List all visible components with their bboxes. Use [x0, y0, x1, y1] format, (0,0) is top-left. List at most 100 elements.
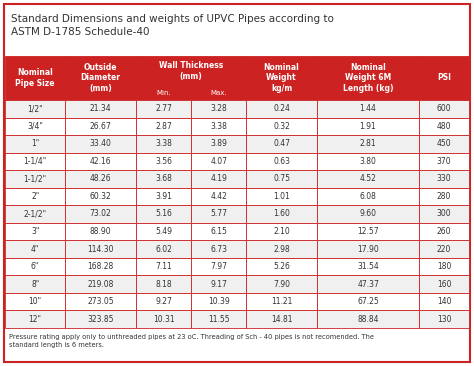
Bar: [191, 293, 246, 310]
Bar: [136, 310, 191, 328]
Text: 370: 370: [437, 157, 451, 166]
Text: 7.11: 7.11: [155, 262, 172, 271]
Bar: [246, 56, 317, 100]
Text: 0.63: 0.63: [273, 157, 290, 166]
Bar: [136, 205, 191, 223]
Bar: [191, 100, 246, 117]
Bar: [65, 117, 136, 135]
Bar: [5, 310, 65, 328]
Bar: [65, 188, 136, 205]
Bar: [5, 240, 65, 258]
Bar: [191, 258, 246, 275]
Text: 2.87: 2.87: [155, 122, 172, 131]
Text: 2.10: 2.10: [273, 227, 290, 236]
Bar: [136, 240, 191, 258]
Bar: [136, 188, 191, 205]
Bar: [419, 170, 469, 188]
Text: 9.60: 9.60: [360, 209, 376, 219]
Text: 47.37: 47.37: [357, 280, 379, 289]
Text: 114.30: 114.30: [87, 244, 114, 254]
Bar: [246, 117, 317, 135]
Text: 6.08: 6.08: [360, 192, 376, 201]
Text: 0.75: 0.75: [273, 175, 290, 183]
Bar: [5, 117, 65, 135]
Text: 9.27: 9.27: [155, 297, 172, 306]
Bar: [136, 117, 191, 135]
Text: 219.08: 219.08: [88, 280, 114, 289]
Text: 3.80: 3.80: [360, 157, 376, 166]
Bar: [65, 258, 136, 275]
Text: 6.73: 6.73: [210, 244, 227, 254]
Text: 160: 160: [437, 280, 451, 289]
Bar: [136, 100, 191, 117]
Text: 3.68: 3.68: [155, 175, 172, 183]
Bar: [65, 153, 136, 170]
Bar: [246, 293, 317, 310]
Bar: [246, 153, 317, 170]
Text: 1/2": 1/2": [27, 104, 43, 113]
Bar: [136, 275, 191, 293]
Text: 48.26: 48.26: [90, 175, 111, 183]
Bar: [191, 170, 246, 188]
Text: 6.15: 6.15: [210, 227, 227, 236]
Bar: [317, 170, 419, 188]
Bar: [419, 240, 469, 258]
Text: 180: 180: [437, 262, 451, 271]
Bar: [5, 275, 65, 293]
Text: 5.77: 5.77: [210, 209, 227, 219]
Text: 12": 12": [28, 315, 42, 324]
Text: 0.47: 0.47: [273, 139, 290, 148]
Bar: [136, 293, 191, 310]
Text: 11.55: 11.55: [208, 315, 229, 324]
Bar: [136, 135, 191, 153]
Bar: [65, 205, 136, 223]
Bar: [65, 100, 136, 117]
Bar: [317, 205, 419, 223]
Text: Outside
Diameter
(mm): Outside Diameter (mm): [81, 63, 121, 93]
Bar: [246, 310, 317, 328]
Text: 8": 8": [31, 280, 39, 289]
Text: 10.31: 10.31: [153, 315, 174, 324]
Bar: [5, 100, 65, 117]
Bar: [191, 275, 246, 293]
Text: 5.49: 5.49: [155, 227, 172, 236]
Text: 168.28: 168.28: [88, 262, 114, 271]
Bar: [65, 240, 136, 258]
Text: 480: 480: [437, 122, 451, 131]
Bar: [191, 117, 246, 135]
Text: 5.26: 5.26: [273, 262, 290, 271]
Text: 7.97: 7.97: [210, 262, 227, 271]
Bar: [317, 56, 419, 100]
Bar: [246, 240, 317, 258]
Bar: [419, 56, 469, 100]
Bar: [191, 310, 246, 328]
Text: 3.89: 3.89: [210, 139, 227, 148]
Text: 323.85: 323.85: [87, 315, 114, 324]
Bar: [317, 258, 419, 275]
Bar: [246, 275, 317, 293]
Bar: [246, 135, 317, 153]
Text: Max.: Max.: [210, 90, 227, 96]
Bar: [419, 205, 469, 223]
Bar: [317, 223, 419, 240]
Text: 33.40: 33.40: [90, 139, 111, 148]
Text: 2.81: 2.81: [360, 139, 376, 148]
Bar: [65, 293, 136, 310]
Bar: [246, 188, 317, 205]
Text: 2": 2": [31, 192, 39, 201]
Text: 2.98: 2.98: [273, 244, 290, 254]
Bar: [317, 240, 419, 258]
Text: 60.32: 60.32: [90, 192, 111, 201]
Text: 3": 3": [31, 227, 39, 236]
Text: 4.07: 4.07: [210, 157, 227, 166]
Text: 88.84: 88.84: [357, 315, 379, 324]
Bar: [5, 293, 65, 310]
Text: 26.67: 26.67: [90, 122, 111, 131]
Text: 67.25: 67.25: [357, 297, 379, 306]
Text: 273.05: 273.05: [87, 297, 114, 306]
Bar: [65, 223, 136, 240]
Text: 4": 4": [31, 244, 39, 254]
Text: 2.77: 2.77: [155, 104, 172, 113]
Bar: [419, 258, 469, 275]
Text: 9.17: 9.17: [210, 280, 227, 289]
